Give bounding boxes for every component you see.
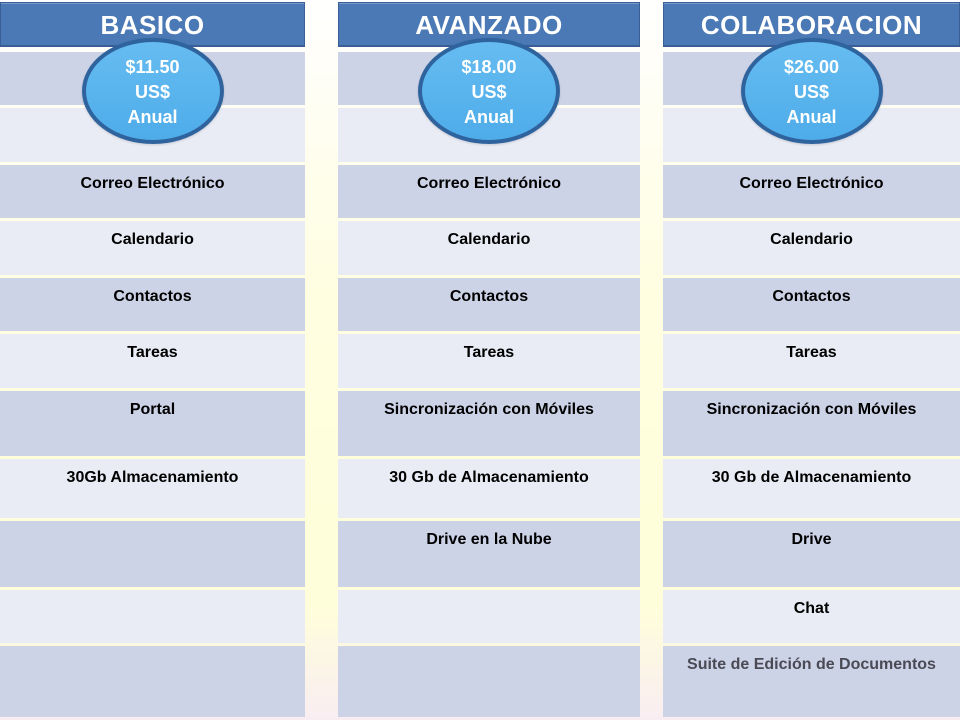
feature-row: Tareas [0,334,305,388]
feature-row: Correo Electrónico [663,165,960,218]
feature-row [0,590,305,643]
feature-row: Contactos [663,278,960,331]
price-currency: US$ [793,82,829,102]
price-period: Anual [786,107,837,127]
feature-rows: Correo Electrónico Calendario Contactos Tar… [338,52,640,717]
price-amount: $26.00 [783,57,840,77]
price-period: Anual [127,107,178,127]
feature-row: Drive [663,521,960,587]
plan-column-colaboracion: COLABORACION $26.00 US$ Anual Correo Ele… [663,2,960,718]
feature-rows: Correo Electrónico Calendario Contactos Tar… [0,52,305,717]
feature-row: Suite de Edición de Documentos [663,646,960,717]
feature-row: Portal [0,391,305,456]
feature-row: Contactos [338,278,640,331]
feature-row: Chat [663,590,960,643]
price-badge: $18.00 US$ Anual [418,38,560,144]
feature-row: Sincronización con Móviles [338,391,640,456]
feature-rows: Correo Electrónico Calendario Contactos Tar… [663,52,960,717]
price-badge: $26.00 US$ Anual [740,38,883,144]
price-currency: US$ [134,82,170,102]
price-period: Anual [463,107,514,127]
price-amount: $18.00 [461,57,517,77]
feature-row: Drive en la Nube [338,521,640,587]
feature-row: Contactos [0,278,305,331]
feature-row [0,646,305,717]
price-currency: US$ [471,82,507,102]
feature-row: 30Gb Almacenamiento [0,459,305,518]
feature-row: Tareas [338,334,640,388]
plan-column-basico: BASICO $11.50 US$ Anual Correo Electróni… [0,2,305,718]
feature-row [0,521,305,587]
price-amount: $11.50 [125,57,180,77]
feature-row: Correo Electrónico [338,165,640,218]
feature-row [338,646,640,717]
price-badge: $11.50 US$ Anual [81,38,224,144]
feature-row: Calendario [0,221,305,275]
feature-row: Correo Electrónico [0,165,305,218]
feature-row: Calendario [663,221,960,275]
plan-column-avanzado: AVANZADO $18.00 US$ Anual Correo Electró… [338,2,640,718]
feature-row: 30 Gb de Almacenamiento [338,459,640,518]
feature-row: 30 Gb de Almacenamiento [663,459,960,518]
plan-name: AVANZADO [338,2,640,47]
feature-row: Tareas [663,334,960,388]
feature-row: Calendario [338,221,640,275]
feature-row [338,590,640,643]
feature-row: Sincronización con Móviles [663,391,960,456]
